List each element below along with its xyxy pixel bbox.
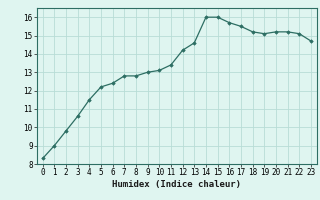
X-axis label: Humidex (Indice chaleur): Humidex (Indice chaleur) bbox=[112, 180, 241, 189]
